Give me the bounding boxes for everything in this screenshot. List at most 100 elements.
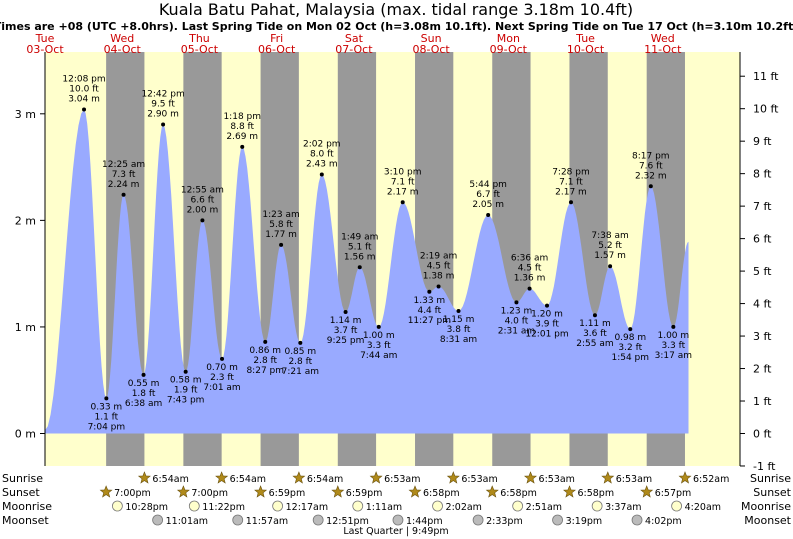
day-name-label: Fri [270,32,283,45]
tide-label: 7:21 am [282,367,319,377]
moonrise-time: 2:02am [446,502,482,513]
tide-label: 1.1 ft [95,412,119,422]
moonset-time: 4:02pm [645,516,682,527]
tide-label: 4.5 ft [518,264,542,274]
sunrise-time: 6:53am [461,474,497,485]
tide-label: 3:10 pm [384,167,422,177]
sun-icon [524,471,537,484]
tide-label: 12:08 pm [62,75,105,85]
moon-icon [631,514,643,526]
low-tide-point [343,310,348,315]
tide-label: 0.86 m [249,346,281,356]
tide-label: 1.8 ft [132,389,156,399]
tide-label: 2:02 pm [303,140,341,150]
tide-label: 2.8 ft [253,356,277,366]
moonrise-time: 12:17am [286,502,328,513]
day-date-label: 10-Oct [567,43,605,56]
high-tide-point [279,242,284,247]
axes: 0 m 1 m 2 m 3 m -1 ft 0 ft 1 ft 2 ft 3 ft 4 ft 5 f… [15,52,779,473]
low-tide-point [427,289,432,294]
sun-icon [640,485,654,498]
tide-label: 1.23 m [501,306,533,316]
high-tide-point [648,184,653,189]
tide-label: 1.77 m [265,230,297,240]
tide-label: 2:31 am [498,326,535,336]
right-tick-label: 2 ft [753,363,772,376]
low-tide-point [456,308,461,313]
high-tide-point [568,200,573,205]
tide-label: 0.55 m [128,379,160,389]
sunset-time: 6:58pm [577,488,614,499]
tide-label: 3.04 m [68,95,100,105]
tide-label: 1.20 m [531,310,563,320]
moonrise-time: 2:51am [526,502,562,513]
tide-label: 1.00 m [363,331,395,341]
tide-label: 3.3 ft [367,341,391,351]
left-tick-label: 0 m [15,427,36,440]
tide-label: 3.2 ft [618,343,642,353]
low-tide-point [514,300,519,305]
day-name-label: Wed [110,32,134,45]
tide-label: 12:25 am [102,160,145,170]
moon-icon [152,514,164,526]
tide-label: 1.38 m [423,271,455,281]
sunset-time: 7:00pm [114,488,151,499]
tide-label: 2.17 m [387,187,419,197]
low-tide-point [263,339,268,344]
tide-label: 6.7 ft [476,190,500,200]
tide-label: 2.32 m [635,171,667,181]
day-name-label: Tue [35,32,55,45]
low-tide-point [376,324,381,329]
day-name-label: Sat [345,32,364,45]
tide-label: 8.8 ft [230,122,254,132]
tide-label: 1.14 m [330,316,362,326]
high-tide-point [319,172,324,177]
moon-icon [552,514,563,526]
right-tick-label: 3 ft [753,330,772,343]
sun-icon [331,485,345,498]
tide-label: 9.5 ft [151,99,175,109]
row-label-right: Moonset [744,514,791,527]
tide-label: 2.43 m [306,160,338,170]
tide-label: 2.05 m [472,200,504,210]
right-tick-label: 7 ft [753,200,772,213]
day-date-label: 07-Oct [335,43,373,56]
day-date-label: 06-Oct [258,43,296,56]
low-tide-point [298,340,303,345]
tide-label: 2.24 m [108,180,140,190]
tide-label: 1.33 m [414,296,446,306]
right-tick-label: 6 ft [753,233,772,246]
tide-label: 2:19 am [420,251,457,261]
sunset-time: 6:59pm [269,488,306,499]
tide-label: 5:44 pm [469,180,507,190]
sun-icon [408,485,422,498]
tide-curve-area [45,109,689,434]
day-name-label: Thu [188,32,210,45]
low-tide-point [592,313,597,318]
tide-label: 4.5 ft [427,261,451,271]
day-date-label: 03-Oct [26,43,64,56]
tide-label: 12:01 pm [525,330,568,340]
sun-icon [215,471,229,484]
tide-label: 2.8 ft [288,357,312,367]
tide-label: 3.7 ft [334,326,358,336]
tide-label: 7.6 ft [639,161,663,171]
day-name-label: Tue [575,32,595,45]
right-tick-label: 1 ft [753,395,772,408]
low-tide-point [183,369,188,374]
tide-label: 2.17 m [555,187,587,197]
sun-icon [137,471,151,484]
moonrise-time: 1:11am [366,502,402,513]
moonset-time: 2:33pm [486,516,523,527]
tide-label: 7:28 pm [552,167,590,177]
tide-label: 0.70 m [206,363,238,373]
moonrise-time: 4:20am [685,502,721,513]
left-tick-label: 1 m [15,321,36,334]
high-tide-point [436,284,441,289]
high-tide-point [400,200,405,205]
tide-label: 3.6 ft [583,329,607,339]
tide-label: 7.1 ft [391,177,415,187]
right-tick-label: 0 ft [753,427,772,440]
